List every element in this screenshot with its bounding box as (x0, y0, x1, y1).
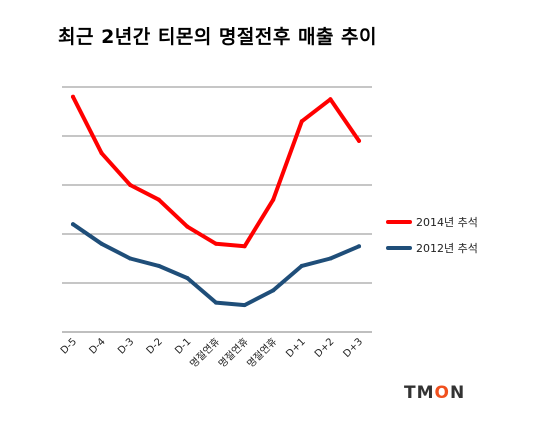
data-point (271, 197, 276, 202)
series-line-0 (71, 94, 361, 249)
data-point (357, 138, 361, 143)
legend-item-2012: 2012년 추석 (386, 240, 478, 256)
legend-label-2014: 2014년 추석 (416, 216, 478, 229)
data-point (271, 288, 276, 293)
data-point (242, 303, 247, 308)
x-tick-label: D-2 (145, 336, 165, 356)
data-point (299, 119, 304, 124)
x-tick-label: 명절연휴 (244, 335, 279, 370)
data-point (328, 97, 333, 102)
tmon-logo: TMON (404, 383, 466, 403)
data-point (242, 244, 247, 249)
x-tick-label: 명절연휴 (215, 335, 250, 370)
data-point (357, 244, 361, 249)
data-point (328, 256, 333, 261)
legend-swatch-2012 (386, 246, 412, 250)
x-tick-label: 명절연휴 (187, 335, 222, 370)
data-point (71, 222, 75, 227)
data-point (128, 183, 133, 187)
x-tick-label: D+2 (313, 336, 337, 360)
data-point (185, 276, 190, 281)
legend-swatch-2014 (386, 220, 412, 224)
data-point (214, 300, 218, 305)
series-lines (71, 94, 361, 308)
data-point (299, 263, 304, 268)
data-point (156, 197, 161, 202)
data-point (156, 263, 161, 268)
series-line-1 (71, 222, 361, 308)
x-tick-label: D-5 (59, 336, 79, 356)
data-point (214, 241, 218, 246)
legend-item-2014: 2014년 추석 (386, 214, 478, 230)
data-point (71, 94, 75, 99)
chart-title: 최근 2년간 티몬의 명절전후 매출 추이 (58, 26, 377, 48)
grid-lines (62, 86, 372, 333)
data-point (128, 256, 133, 261)
data-point (99, 241, 104, 246)
data-point (99, 151, 104, 156)
x-tick-label: D+3 (341, 336, 365, 360)
x-tick-label: D-1 (173, 336, 193, 356)
x-tick-label: D-4 (87, 336, 107, 356)
legend-label-2012: 2012년 추석 (416, 242, 478, 255)
data-point (185, 224, 190, 229)
x-tick-label: D+1 (284, 336, 308, 360)
x-tick-label: D-3 (116, 336, 136, 356)
